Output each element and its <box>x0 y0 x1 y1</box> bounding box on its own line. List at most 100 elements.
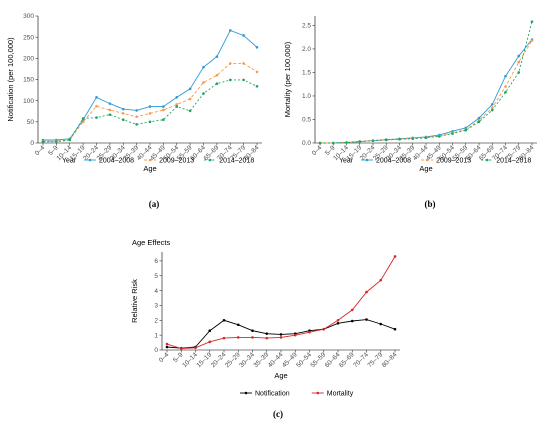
c0-series-0-point <box>95 95 98 99</box>
c0-series-0-point <box>175 95 179 99</box>
c1-series-2-point <box>398 137 401 141</box>
c2-series-0-point <box>393 327 397 331</box>
c2-series-0-point <box>379 322 383 326</box>
c2-series-1-point <box>179 347 183 350</box>
c0-legend-label: 2014–2018 <box>219 158 254 165</box>
c2-series-1-point <box>308 330 311 334</box>
c1-legend-label: 2004–2008 <box>376 158 411 165</box>
c2-series-1-point <box>322 327 326 331</box>
c0-series-1-point <box>242 62 245 65</box>
c0-legend-key-point <box>88 158 92 162</box>
c2-y-tick-label: 3 <box>154 303 158 310</box>
c1-y-axis-label: Mortality (per 100,000) <box>283 41 292 117</box>
c1-series-0-point <box>464 126 468 130</box>
c1-series-2-point <box>318 141 322 145</box>
c1-series-2-point <box>384 138 388 142</box>
c1-series-2-point <box>331 141 335 145</box>
c0-series-2-point <box>121 118 125 122</box>
c0-y-tick-label: 100 <box>23 98 34 105</box>
c0-series-2-point <box>162 118 165 122</box>
c1-y-tick-label: 1.5 <box>302 70 311 77</box>
c1-panel-label: (b) <box>425 199 436 209</box>
c0-series-1-point <box>95 104 98 108</box>
c2-y-tick-label: 5 <box>154 273 158 280</box>
c0-series-2-point <box>188 109 192 113</box>
c1-series-2-point <box>477 120 481 124</box>
c0-y-tick-label: 300 <box>23 13 34 20</box>
c2-series-1-point <box>393 255 397 258</box>
c0-y-tick-label: 0 <box>30 140 34 147</box>
c2-y-tick-label: 6 <box>154 258 158 265</box>
c2-legend-key-point <box>244 391 248 395</box>
c1-series-2-point <box>464 129 468 132</box>
c0-series-1-point <box>121 112 125 115</box>
c1-series-2-point <box>517 71 521 74</box>
c2-legend-label: Mortality <box>327 391 354 398</box>
c0-y-tick-label: 150 <box>23 77 34 84</box>
c0-series-line-1 <box>43 62 258 142</box>
c2-series-0-point <box>251 329 254 332</box>
c1-legend-key-point <box>485 158 489 162</box>
c1-series-1-point <box>530 39 534 42</box>
c2-x-tick-label: 0–4 <box>158 351 171 364</box>
c0-series-2-point <box>175 105 179 108</box>
c0-series-2-point <box>81 117 85 120</box>
c2-series-1-point <box>293 333 297 337</box>
c1-series-2-point <box>345 141 348 144</box>
c0-series-1-point <box>215 73 219 77</box>
c1-x-axis-label: Age <box>419 164 432 173</box>
c0-series-0-point <box>228 29 232 32</box>
c0-series-2-point <box>55 140 58 144</box>
c2-series-0-point <box>222 319 226 322</box>
c2-series-0-point <box>336 321 340 325</box>
c2-series-1-point <box>165 342 169 346</box>
c0-series-0-point <box>108 102 112 105</box>
c0-series-0-point <box>162 105 165 108</box>
c2-series-1-point <box>350 308 354 312</box>
c0-y-tick-label: 50 <box>27 119 35 126</box>
c2-series-0-point <box>365 318 368 321</box>
c2-chart-title: Age Effects <box>132 238 170 247</box>
c0-series-0-point <box>135 109 138 112</box>
c2-series-0-point <box>265 332 269 335</box>
c0-series-0-point <box>188 87 192 91</box>
c0-y-tick-label: 250 <box>23 34 34 41</box>
c1-series-0-point <box>517 54 521 58</box>
c0-series-2-point <box>108 113 112 116</box>
c0-series-1-point <box>108 108 112 112</box>
c2-panel-label: (c) <box>273 409 283 419</box>
c0-series-2-point <box>68 138 72 142</box>
c0-series-1-point <box>228 62 232 65</box>
c0-series-2-point <box>255 84 259 88</box>
c1-series-1-point <box>517 60 521 64</box>
c0-legend-title: Year <box>62 158 77 165</box>
c1-series-line-0 <box>320 39 533 144</box>
c2-series-1-point <box>336 319 340 322</box>
c0-series-2-point <box>202 92 205 95</box>
c0-y-tick-label: 200 <box>23 56 34 63</box>
c2-y-tick-label: 1 <box>154 332 158 339</box>
c0-series-0-point <box>148 105 152 108</box>
c2-series-0-point <box>208 329 212 332</box>
c0-x-tick-label: 0–4 <box>34 144 47 157</box>
c1-y-tick-label: 2.5 <box>302 23 311 30</box>
c2-x-tick-label: 80–84 <box>381 351 399 369</box>
c0-series-2-point <box>41 140 45 144</box>
c0-x-axis-label: Age <box>143 164 156 173</box>
c1-series-1-point <box>490 106 494 110</box>
c2-series-1-point <box>194 346 197 350</box>
c2-legend-label: Notification <box>255 391 290 398</box>
c1-series-1-point <box>504 85 507 88</box>
c0-series-1-point <box>162 108 165 112</box>
c1-legend-key-point <box>425 158 429 162</box>
c0-series-line-0 <box>43 29 258 141</box>
c0-series-2-point <box>148 120 152 124</box>
c0-legend-label: 2004–2008 <box>99 158 134 165</box>
c0-series-2-point <box>242 78 245 82</box>
c0-legend-key-point <box>148 158 152 162</box>
c1-series-line-1 <box>320 40 533 144</box>
c1-series-2-point <box>424 136 428 140</box>
c2-series-1-point <box>208 340 212 344</box>
c1-legend-key-point <box>365 158 369 162</box>
c1-series-2-point <box>451 132 454 135</box>
